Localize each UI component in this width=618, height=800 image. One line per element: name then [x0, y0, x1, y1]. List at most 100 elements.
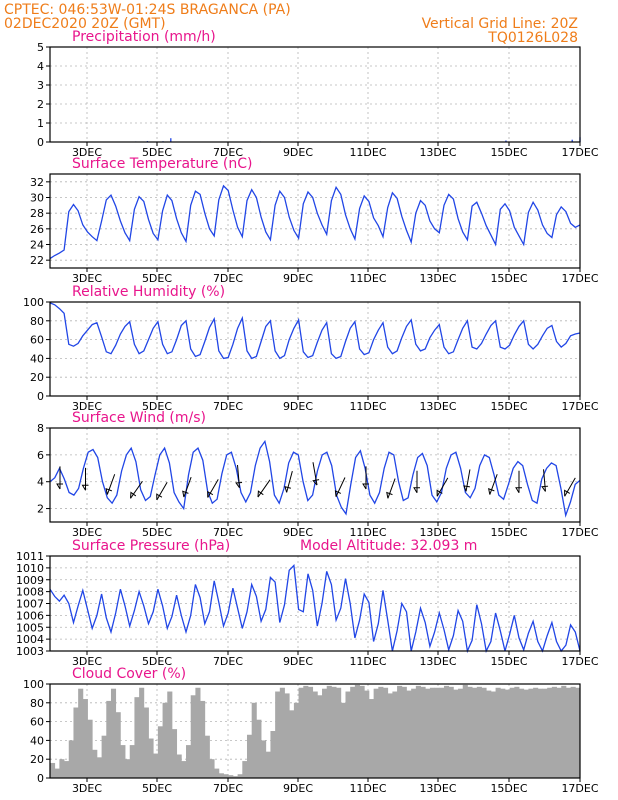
humidity-x-ticks: 3DEC 5DEC 7DEC 9DEC 11DEC 13DEC 15DEC 17DEC	[72, 396, 599, 413]
cloud-bar	[481, 687, 487, 778]
x-tick-label: 17DEC	[561, 272, 598, 285]
cloud-bar	[490, 691, 496, 778]
wind-arrow	[488, 474, 498, 495]
humidity-series	[49, 302, 581, 360]
cloud-bar	[129, 745, 135, 778]
cloud-bar	[565, 687, 572, 778]
cloud-bar	[195, 687, 201, 778]
y-tick-label: 1009	[16, 574, 44, 587]
x-tick-label: 5DEC	[142, 146, 172, 159]
run-time-label: 02DEC2020 20Z (GMT)	[4, 16, 166, 32]
x-tick-label: 9DEC	[283, 655, 313, 668]
cloud-bar	[467, 686, 473, 778]
x-tick-label: 11DEC	[349, 782, 386, 795]
x-tick-label: 15DEC	[490, 272, 527, 285]
cloud-bar	[561, 685, 567, 778]
cloud-bar	[92, 749, 98, 778]
cloud-bar	[439, 687, 445, 778]
cloud-bar	[528, 688, 534, 778]
precipitation-y-ticks: 0 1 2 3 4 5	[37, 41, 50, 149]
cloud-bar	[78, 688, 84, 778]
wind-arrows	[56, 462, 576, 501]
cloud-bar	[556, 687, 562, 778]
page-header: CPTEC: 046:53W-01:24S BRAGANCA (PA) 02DE…	[4, 2, 578, 46]
cloud-bar	[190, 695, 196, 778]
precipitation-grid	[50, 46, 581, 143]
cloud-bar	[275, 691, 281, 778]
x-tick-label: 11DEC	[349, 146, 386, 159]
x-tick-label: 11DEC	[349, 655, 386, 668]
wind-arrow	[130, 480, 143, 499]
cloud-bar	[495, 687, 501, 778]
y-tick-label: 100	[23, 678, 44, 691]
cloud-bar	[186, 745, 192, 778]
cloud-bar	[101, 735, 107, 778]
x-tick-label: 7DEC	[213, 526, 243, 539]
x-tick-label: 7DEC	[213, 272, 243, 285]
y-tick-label: 8	[37, 422, 44, 435]
cloud-bar	[345, 691, 351, 778]
cloud-bar	[486, 690, 492, 778]
y-tick-label: 3	[37, 79, 44, 92]
cloud-bar	[359, 685, 365, 778]
temperature-grid	[50, 174, 581, 268]
wind-x-ticks: 3DEC 5DEC 7DEC 9DEC 11DEC 13DEC 15DEC 17DEC	[72, 522, 599, 539]
cloud-bar	[547, 687, 553, 778]
cloud-bar	[425, 688, 431, 778]
x-tick-label: 3DEC	[72, 782, 102, 795]
x-tick-label: 9DEC	[283, 146, 313, 159]
x-tick-label: 9DEC	[283, 526, 313, 539]
cloud-bar	[106, 700, 112, 778]
cloud-bar	[500, 688, 506, 778]
precipitation-x-ticks: 3DEC 5DEC 7DEC 9DEC 11DEC 13DEC 15DEC 17DEC	[72, 142, 599, 159]
y-tick-label: 20	[30, 753, 44, 766]
x-tick-label: 7DEC	[213, 782, 243, 795]
cloud-bar	[411, 688, 417, 778]
y-tick-label: 60	[30, 334, 44, 347]
cloud-bar	[289, 710, 295, 778]
y-tick-label: 1007	[16, 598, 44, 611]
cloud-title: Cloud Cover (%)	[72, 666, 186, 682]
pressure-x-ticks: 3DEC 5DEC 7DEC 9DEC 11DEC 13DEC 15DEC 17DEC	[72, 651, 599, 668]
precipitation-title: Precipitation (mm/h)	[72, 29, 216, 45]
cloud-bar	[223, 774, 229, 778]
cloud-bar	[462, 684, 468, 778]
x-tick-label: 5DEC	[142, 272, 172, 285]
y-tick-label: 28	[30, 207, 44, 220]
cloud-bar	[228, 775, 234, 778]
cloud-bar	[59, 759, 65, 778]
cloud-bar	[237, 774, 243, 778]
y-tick-label: 1	[37, 117, 44, 130]
cloud-bar	[448, 686, 454, 778]
cloud-bar	[293, 702, 299, 778]
cloud-bar	[514, 686, 520, 778]
x-tick-label: 5DEC	[142, 526, 172, 539]
cloud-bar	[54, 768, 60, 778]
wind-panel: 2 4 6 8 3DEC 5DEC 7DEC 9DEC 11DEC 13DEC 15DEC 17DEC…	[37, 410, 599, 539]
cloud-bar	[125, 759, 131, 778]
cloud-bar	[458, 688, 464, 778]
x-tick-label: 17DEC	[561, 655, 598, 668]
wind-arrow	[235, 464, 243, 488]
temperature-series	[49, 184, 581, 260]
cloud-bar	[265, 751, 271, 778]
cloud-bar	[317, 695, 323, 778]
x-tick-label: 5DEC	[142, 782, 172, 795]
cloud-bar	[153, 753, 159, 778]
y-tick-label: 32	[30, 176, 44, 189]
x-tick-label: 15DEC	[490, 655, 527, 668]
wind-arrow	[284, 470, 293, 493]
humidity-y-ticks: 0 20 40 60 80 100	[23, 296, 50, 403]
cloud-bar	[232, 776, 239, 778]
y-tick-label: 80	[30, 315, 44, 328]
cloud-bar	[50, 762, 56, 778]
x-tick-label: 17DEC	[561, 526, 598, 539]
wind-arrow	[81, 467, 89, 491]
cloud-bar	[429, 687, 436, 778]
wind-line	[49, 439, 581, 518]
panels: 0 1 2 3 4 5 3DEC 5DEC 7DEC 9DEC 11DEC 13DEC 15DEC 17D…	[16, 29, 599, 795]
x-tick-label: 15DEC	[490, 146, 527, 159]
model-altitude-label: Model Altitude: 32.093 m	[300, 538, 477, 554]
x-tick-label: 9DEC	[283, 782, 313, 795]
